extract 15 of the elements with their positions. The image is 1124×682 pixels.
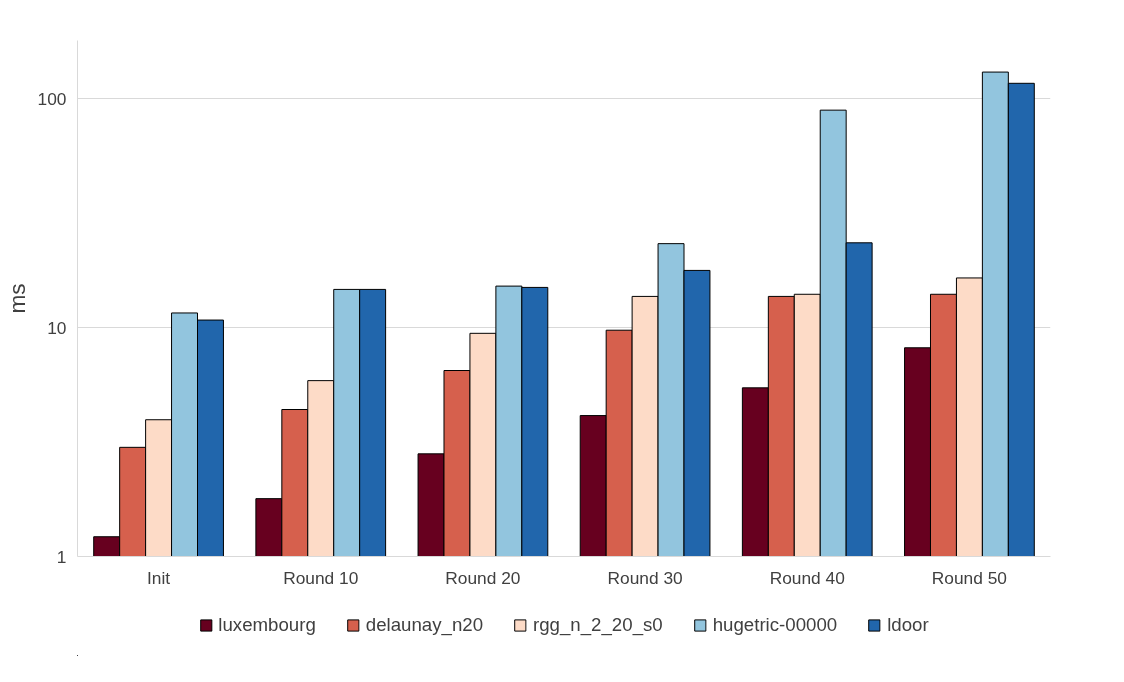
x-tick-label: Round 40 <box>769 567 845 588</box>
y-axis-title: ms <box>3 283 30 314</box>
legend-label: hugetric-00000 <box>712 614 838 636</box>
x-tick-label: Round 20 <box>445 567 521 588</box>
x-tick-label: Round 10 <box>283 567 359 588</box>
legend-label: delaunay_n20 <box>365 614 484 636</box>
legend-label: luxembourg <box>218 614 316 636</box>
y-tick-label: 10 <box>47 317 67 338</box>
legend-label: rgg_n_2_20_s0 <box>533 614 663 636</box>
legend-label: ldoor <box>887 614 929 636</box>
x-tick-label: Init <box>147 567 171 588</box>
y-tick-label: 100 <box>37 88 67 109</box>
x-tick-label: Round 50 <box>931 567 1007 588</box>
x-tick-label: Round 30 <box>607 567 683 588</box>
y-tick-label: 1 <box>56 546 67 567</box>
